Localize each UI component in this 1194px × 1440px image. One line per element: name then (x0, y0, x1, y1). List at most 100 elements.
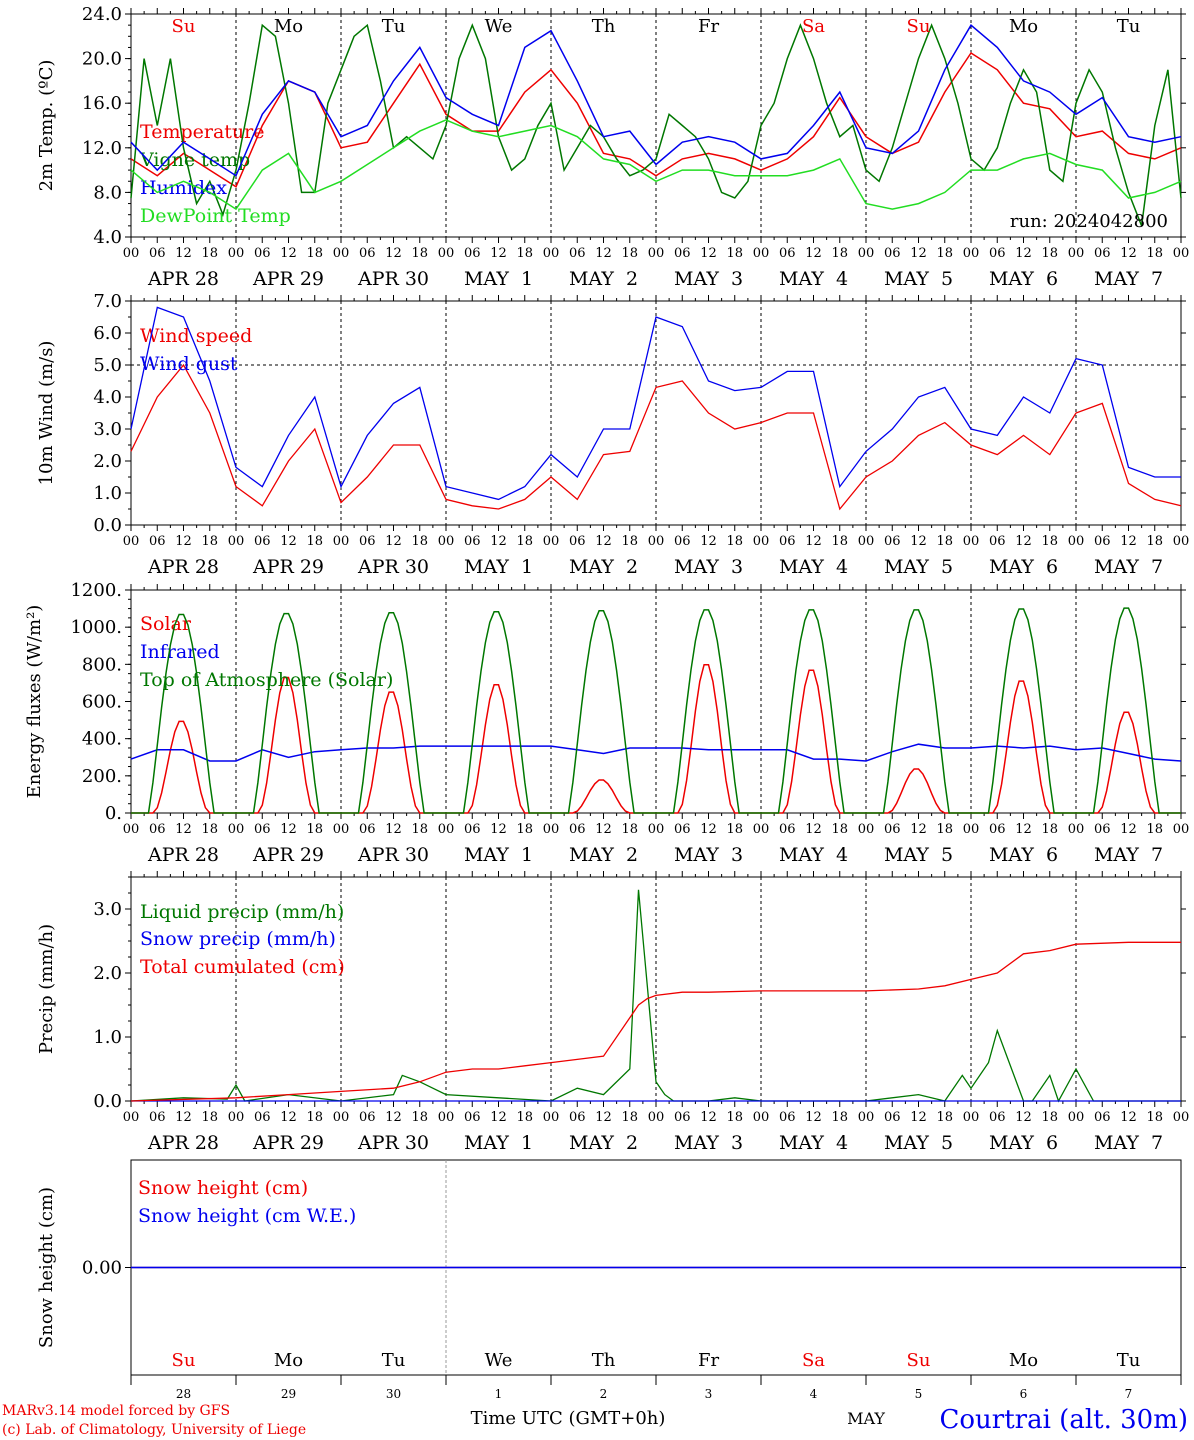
plot-frame (130, 300, 1182, 526)
weekday-label-bottom: We (485, 1350, 513, 1371)
hour-tick-label: 12 (595, 246, 612, 261)
legend-entry: Snow height (cm W.E.) (138, 1205, 356, 1227)
hour-tick-label: 00 (963, 1110, 980, 1125)
legend-entry: Total cumulated (cm) (140, 956, 345, 978)
weekday-label-bottom: Fr (698, 1350, 719, 1371)
legend-entry: Temperature (140, 121, 264, 143)
hour-tick-label: 06 (464, 534, 481, 549)
hour-tick-label: 18 (306, 822, 323, 837)
weekday-label-top: Su (907, 16, 931, 37)
hour-tick-label: 06 (989, 534, 1006, 549)
hour-tick-label: 18 (306, 246, 323, 261)
hour-tick-label: 00 (963, 534, 980, 549)
date-label: MAY 2 (569, 844, 638, 866)
day-number: 28 (176, 1387, 191, 1401)
hour-tick-label: 00 (123, 246, 140, 261)
hour-tick-label: 18 (831, 1110, 848, 1125)
weekday-label-top: Mo (274, 16, 303, 37)
legend-entry: Solar (140, 613, 192, 635)
hour-tick-label: 00 (438, 246, 455, 261)
series-line (130, 941, 1181, 1102)
hour-tick-label: 12 (805, 246, 822, 261)
legend-entry: DewPoint Temp (140, 205, 291, 227)
y-tick-label: 600. (82, 692, 122, 713)
hour-tick-label: 12 (385, 1110, 402, 1125)
hour-tick-label: 12 (490, 534, 507, 549)
y-tick-label: 0.00 (82, 1258, 122, 1279)
hour-tick-label: 00 (123, 822, 140, 837)
hour-tick-label: 00 (333, 534, 350, 549)
date-label: APR 29 (252, 844, 324, 866)
hour-tick-label: 18 (411, 246, 428, 261)
series-line (130, 743, 1182, 762)
hour-tick-label: 06 (884, 1110, 901, 1125)
date-label: MAY 2 (569, 556, 638, 578)
date-label: MAY 7 (1094, 1132, 1163, 1154)
series-line (130, 363, 1182, 511)
hour-tick-label: 06 (569, 534, 586, 549)
hour-tick-label: 00 (543, 246, 560, 261)
day-number: 7 (1125, 1387, 1133, 1401)
hour-tick-label: 00 (648, 534, 665, 549)
y-tick-label: 6.0 (93, 323, 122, 344)
hour-tick-label: 06 (989, 1110, 1006, 1125)
hour-tick-label: 00 (963, 822, 980, 837)
hour-tick-label: 18 (516, 822, 533, 837)
plot-frame (130, 589, 1182, 814)
hour-tick-label: 06 (464, 822, 481, 837)
hour-tick-label: 00 (333, 822, 350, 837)
hour-tick-label: 18 (1041, 822, 1058, 837)
hour-tick-label: 00 (123, 534, 140, 549)
y-tick-label: 20.0 (82, 49, 122, 70)
hour-tick-label: 06 (254, 822, 271, 837)
hour-tick-label: 06 (569, 1110, 586, 1125)
hour-tick-label: 18 (1146, 822, 1163, 837)
series-line (130, 306, 1181, 501)
y-axis-label: Precip (mm/h) (36, 924, 57, 1054)
hour-tick-label: 12 (175, 1110, 192, 1125)
hour-tick-label: 00 (123, 1110, 140, 1125)
hour-tick-label: 18 (306, 1110, 323, 1125)
hour-tick-label: 06 (359, 1110, 376, 1125)
hour-tick-label: 00 (858, 534, 875, 549)
y-tick-label: 2.0 (93, 451, 122, 472)
credit-line-2: (c) Lab. of Climatology, University of L… (2, 1422, 306, 1438)
hour-tick-label: 00 (333, 246, 350, 261)
y-axis-label: Snow height (cm) (36, 1187, 57, 1348)
hour-tick-label: 18 (1146, 1110, 1163, 1125)
y-tick-label: 8.0 (93, 182, 122, 203)
date-label: APR 28 (147, 1132, 219, 1154)
panel-1: 4.0 8.0 12.0 16.0 20.0 24.0 2m Temp. (ºC) 00 06 1… (36, 4, 1189, 290)
date-label: MAY 5 (884, 556, 953, 578)
hour-tick-label: 06 (569, 822, 586, 837)
hour-tick-label: 00 (648, 246, 665, 261)
day-number: 5 (915, 1387, 923, 1401)
hour-tick-label: 18 (726, 534, 743, 549)
hour-tick-label: 12 (700, 822, 717, 837)
hour-tick-label: 12 (1120, 246, 1137, 261)
hour-tick-label: 12 (910, 822, 927, 837)
hour-tick-label: 18 (411, 822, 428, 837)
hour-tick-label: 12 (700, 246, 717, 261)
hour-tick-label: 06 (254, 534, 271, 549)
hour-tick-label: 18 (726, 246, 743, 261)
panel-3: 0. 200. 400. 600. 800. 1000. 1200. Energy fluxe… (24, 580, 1189, 866)
hour-tick-label: 18 (936, 1110, 953, 1125)
hour-tick-label: 06 (149, 822, 166, 837)
hour-tick-label: 12 (1120, 1110, 1137, 1125)
y-axis-label: 2m Temp. (ºC) (36, 60, 57, 192)
weekday-label-top: Sa (802, 16, 825, 37)
hour-tick-label: 00 (228, 822, 245, 837)
hour-tick-label: 18 (411, 534, 428, 549)
y-tick-label: 4.0 (93, 387, 122, 408)
day-number: 6 (1020, 1387, 1028, 1401)
panel-5: 0.00 Snow height (cm) Snow height (cm) Snow… (36, 1159, 1186, 1376)
hour-tick-label: 12 (385, 534, 402, 549)
hour-tick-label: 06 (569, 246, 586, 261)
weekday-label-bottom: Th (592, 1350, 616, 1371)
hour-tick-label: 06 (779, 534, 796, 549)
hour-tick-label: 18 (831, 822, 848, 837)
hour-tick-label: 18 (726, 1110, 743, 1125)
hour-tick-label: 18 (201, 1110, 218, 1125)
